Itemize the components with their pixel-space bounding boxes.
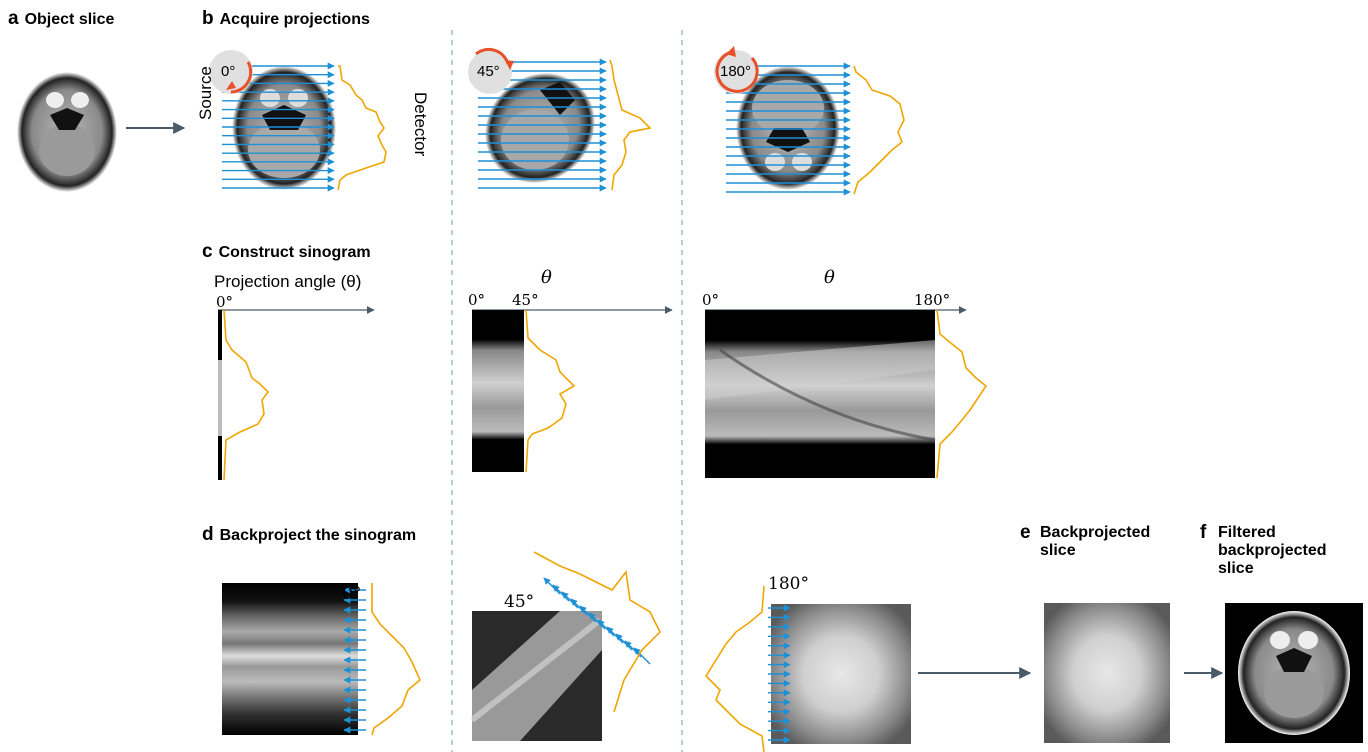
theta-label-45: θ	[541, 267, 552, 288]
dividers	[451, 30, 683, 752]
projection-180-rays	[726, 62, 851, 196]
panel-c-label: c Construct sinogram	[202, 241, 371, 262]
theta-label-180: θ	[824, 267, 835, 288]
backprojection-45-image	[470, 611, 602, 741]
panel-a-label: a Object slice	[8, 8, 115, 29]
angle-d-0: 0°	[342, 584, 362, 604]
ray	[606, 626, 624, 644]
ray	[615, 633, 633, 651]
angle-d-180: 180°	[768, 574, 809, 594]
angle-b-180: 180°	[720, 63, 752, 80]
backprojection-0-image	[222, 583, 358, 735]
backprojection-0-profile	[371, 583, 421, 736]
tick-0-sino-b: 0°	[468, 291, 486, 309]
rotation-indicator-180	[714, 50, 758, 94]
panel-f-label: f Filtered backprojected slice	[1200, 522, 1327, 577]
ray	[561, 591, 579, 609]
tick-45-sino-b: 45°	[512, 291, 539, 309]
projection-180-head	[736, 66, 840, 190]
sino-180-profile	[936, 309, 988, 479]
backprojected-slice-image	[1044, 603, 1170, 743]
tick-180-sino-c: 180°	[914, 291, 951, 309]
tick-0-sino-c: 0°	[702, 291, 720, 309]
ray	[543, 577, 561, 595]
rotation-indicator-45	[468, 50, 512, 94]
backprojection-180-image	[771, 604, 911, 744]
projection-angle-label: Projection angle (θ)	[214, 272, 362, 291]
panel-b-label: b Acquire projections	[202, 8, 370, 29]
projection-180-profile	[853, 65, 905, 195]
projection-45-profile	[609, 59, 652, 191]
object-slice-image	[17, 72, 117, 192]
sino-45-profile	[525, 309, 576, 473]
panel-e-label: e Backprojected slice	[1020, 522, 1151, 559]
angle-b-45: 45°	[477, 63, 500, 80]
detector-label: Detector	[411, 92, 430, 157]
backprojection-45-profile	[533, 551, 661, 713]
ray	[633, 647, 651, 665]
source-label: Source	[196, 66, 215, 120]
backprojection-0-rays	[343, 586, 366, 734]
angle-b-0: 0°	[221, 63, 236, 80]
backprojection-180-rays	[768, 604, 791, 744]
rotation-indicator-0	[209, 50, 253, 94]
ray	[552, 584, 570, 602]
projection-0-profile	[337, 65, 387, 191]
sino-0-profile	[223, 309, 270, 481]
tick-0-sino-a: 0°	[216, 293, 234, 311]
backprojection-45-rays	[543, 577, 651, 665]
sinogram-45	[472, 310, 524, 472]
backprojection-180-profile	[704, 585, 765, 752]
filtered-slice-image	[1225, 603, 1363, 743]
panel-d-label: d Backproject the sinogram	[202, 524, 417, 545]
angle-d-45: 45°	[504, 592, 535, 612]
